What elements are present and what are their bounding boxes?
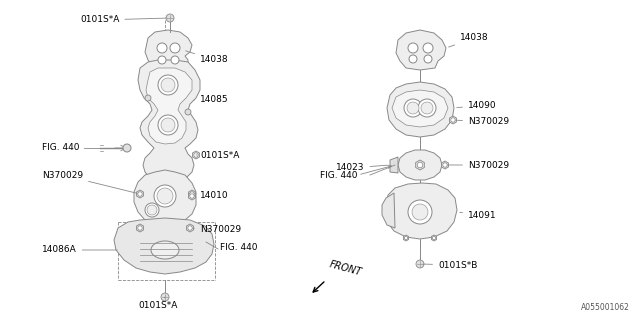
Circle shape [161, 118, 175, 132]
Text: FRONT: FRONT [328, 260, 363, 278]
Circle shape [412, 204, 428, 220]
Polygon shape [431, 235, 436, 241]
Text: 14090: 14090 [457, 100, 497, 109]
Circle shape [161, 78, 175, 92]
Polygon shape [415, 160, 424, 170]
Polygon shape [114, 218, 214, 274]
Text: N370029: N370029 [42, 171, 138, 193]
Circle shape [424, 55, 432, 63]
Text: FIG. 440: FIG. 440 [42, 143, 79, 153]
Text: 14038: 14038 [186, 51, 228, 65]
Circle shape [161, 293, 169, 301]
Circle shape [416, 260, 424, 268]
Text: N370029: N370029 [456, 117, 509, 126]
Circle shape [408, 200, 432, 224]
Circle shape [158, 75, 178, 95]
Circle shape [451, 118, 455, 122]
Circle shape [154, 185, 176, 207]
Text: 14091: 14091 [460, 211, 497, 220]
Circle shape [123, 144, 131, 152]
Circle shape [417, 162, 423, 168]
Text: 0101S*B: 0101S*B [423, 260, 477, 269]
Text: N370029: N370029 [448, 161, 509, 170]
Polygon shape [145, 30, 192, 73]
Polygon shape [385, 183, 457, 239]
Circle shape [147, 205, 157, 215]
Circle shape [423, 43, 433, 53]
Polygon shape [138, 60, 200, 184]
Circle shape [158, 115, 178, 135]
Circle shape [157, 43, 167, 53]
Text: FIG. 440: FIG. 440 [320, 172, 358, 180]
Circle shape [190, 192, 194, 196]
Circle shape [443, 163, 447, 167]
Circle shape [185, 109, 191, 115]
Polygon shape [392, 90, 448, 127]
Polygon shape [390, 157, 398, 173]
Circle shape [188, 226, 192, 230]
Polygon shape [387, 82, 454, 137]
Circle shape [418, 99, 436, 117]
Polygon shape [189, 192, 195, 200]
Text: 0101S*A: 0101S*A [138, 297, 177, 309]
Ellipse shape [151, 241, 179, 259]
Polygon shape [396, 30, 446, 70]
Polygon shape [189, 190, 195, 198]
Circle shape [407, 102, 419, 114]
Polygon shape [442, 161, 449, 169]
Circle shape [404, 236, 408, 240]
Circle shape [166, 14, 174, 22]
Polygon shape [134, 170, 196, 226]
Text: 0101S*A: 0101S*A [196, 150, 239, 159]
Circle shape [433, 236, 436, 240]
Circle shape [409, 55, 417, 63]
Polygon shape [136, 224, 143, 232]
Circle shape [190, 194, 194, 198]
Polygon shape [186, 224, 193, 232]
Circle shape [138, 192, 142, 196]
Circle shape [408, 43, 418, 53]
Text: FIG. 440: FIG. 440 [220, 244, 257, 252]
Text: 14086A: 14086A [42, 245, 117, 254]
Polygon shape [193, 151, 200, 159]
Polygon shape [449, 116, 456, 124]
Text: 0101S*A: 0101S*A [80, 15, 167, 25]
Circle shape [145, 95, 151, 101]
Polygon shape [403, 235, 408, 241]
Text: 14010: 14010 [194, 191, 228, 201]
Circle shape [138, 226, 142, 230]
Polygon shape [136, 190, 143, 198]
Text: 14023: 14023 [336, 164, 387, 172]
Polygon shape [382, 193, 395, 228]
Text: 14038: 14038 [449, 34, 488, 47]
Circle shape [145, 203, 159, 217]
Circle shape [170, 43, 180, 53]
Polygon shape [398, 150, 442, 180]
Circle shape [158, 56, 166, 64]
Text: 14085: 14085 [194, 95, 228, 105]
Circle shape [171, 56, 179, 64]
Circle shape [421, 102, 433, 114]
Circle shape [157, 188, 173, 204]
Polygon shape [146, 68, 192, 144]
Circle shape [404, 99, 422, 117]
Circle shape [194, 153, 198, 157]
Text: N370029: N370029 [193, 226, 241, 235]
Text: A055001062: A055001062 [581, 303, 630, 312]
